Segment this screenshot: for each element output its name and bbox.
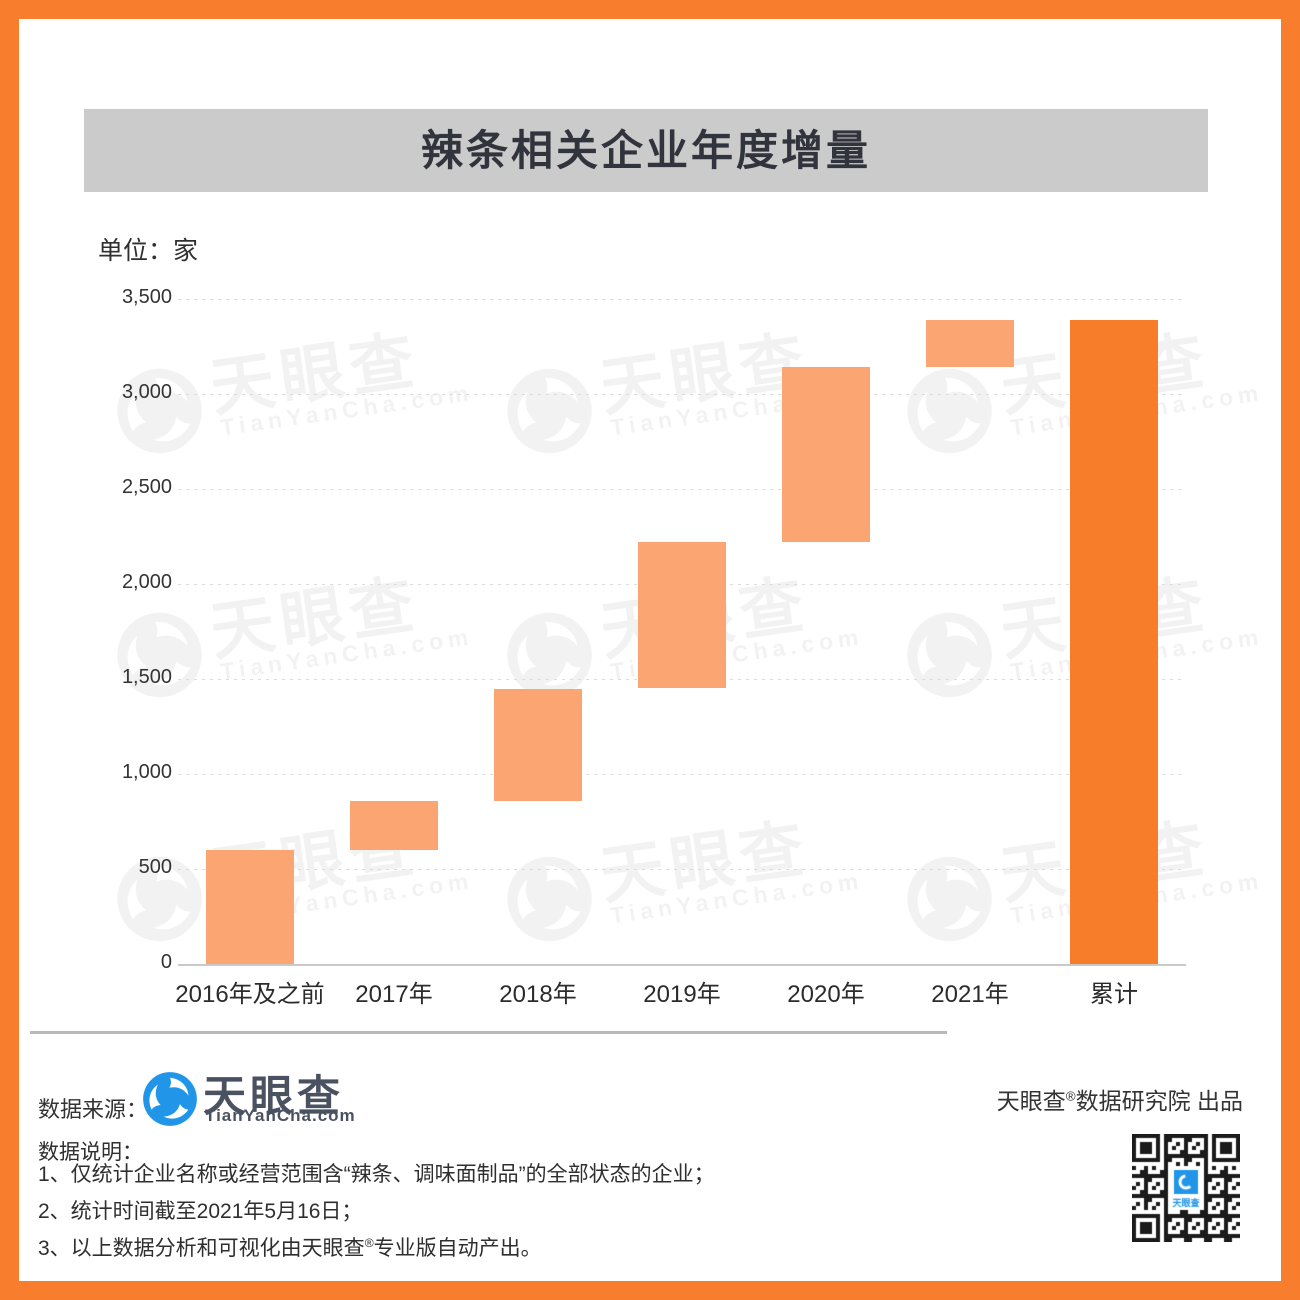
x-tick-label-2017年: 2017年	[355, 981, 433, 1008]
y-tick-label-0: 0	[160, 951, 172, 973]
tianyancha-logo-domain: TianYanCha.com	[205, 1106, 356, 1125]
note-line-1: 1、仅统计企业名称或经营范围含“辣条、调味面制品”的全部状态的企业；	[38, 1158, 715, 1188]
gridline-3000	[178, 394, 1186, 395]
note-3-registered-mark: ®	[364, 1236, 374, 1250]
gridline-1000	[178, 774, 1186, 775]
page-border-bottom	[0, 1281, 1300, 1300]
note-3-text-suffix: 专业版自动产出。	[373, 1237, 542, 1260]
x-tick-label-累计: 累计	[1090, 981, 1138, 1008]
separator-line	[30, 1031, 947, 1034]
note-line-2: 2、统计时间截至2021年5月16日；	[38, 1195, 362, 1225]
page-border-left	[0, 0, 19, 1300]
y-tick-label-1500: 1,500	[121, 666, 172, 688]
producer-suffix: 数据研究院 出品	[1075, 1088, 1243, 1114]
unit-label: 单位：家	[98, 237, 199, 265]
y-tick-label-3000: 3,000	[121, 381, 172, 403]
gridline-3500	[178, 299, 1186, 300]
x-axis-line	[178, 964, 1186, 966]
registered-mark: ®	[1065, 1088, 1076, 1104]
bar-2019年	[638, 542, 726, 689]
page-border-right	[1281, 0, 1300, 1300]
notes-title: 数据说明：	[38, 1141, 143, 1164]
data-source-label: 数据来源：	[38, 1097, 149, 1122]
plot-area	[178, 299, 1186, 966]
note-3-text: 3、以上数据分析和可视化由天眼查	[38, 1237, 365, 1260]
tianyancha-logo-text: 天眼查	[203, 1073, 344, 1121]
x-tick-label-2019年: 2019年	[643, 981, 721, 1008]
x-tick-label-2016年及之前: 2016年及之前	[175, 981, 325, 1008]
y-tick-label-500: 500	[138, 856, 172, 878]
y-tick-label-2000: 2,000	[121, 571, 172, 593]
qr-code	[1132, 1134, 1240, 1242]
producer-prefix: 天眼查	[996, 1088, 1066, 1114]
chart-title: 辣条相关企业年度增量	[420, 127, 871, 174]
bar-2021年	[926, 319, 1014, 368]
tianyancha-logo-icon	[142, 1071, 198, 1132]
y-tick-label-3500: 3,500	[121, 286, 172, 308]
bar-2020年	[782, 367, 870, 543]
bar-累计	[1070, 319, 1158, 964]
title-banner: 辣条相关企业年度增量	[84, 109, 1208, 192]
note-1-text: 1、仅统计企业名称或经营范围含“辣条、调味面制品”的全部状态的企业；	[38, 1163, 715, 1186]
page-border-top	[0, 0, 1300, 19]
y-tick-label-1000: 1,000	[121, 761, 172, 783]
x-tick-label-2021年: 2021年	[931, 981, 1009, 1008]
gridline-2500	[178, 489, 1186, 490]
bar-2016年及之前	[206, 850, 294, 964]
x-tick-label-2018年: 2018年	[499, 981, 577, 1008]
note-2-text: 2、统计时间截至2021年5月16日；	[38, 1200, 363, 1223]
bar-2017年	[350, 800, 438, 850]
x-tick-label-2020年: 2020年	[787, 981, 865, 1008]
note-line-3: 3、以上数据分析和可视化由天眼查®专业版自动产出。	[38, 1232, 542, 1262]
gridline-500	[178, 869, 1186, 870]
y-tick-label-2500: 2,500	[121, 476, 172, 498]
producer-credit: 天眼查®数据研究院 出品	[997, 1082, 1243, 1116]
bar-2018年	[494, 688, 582, 801]
